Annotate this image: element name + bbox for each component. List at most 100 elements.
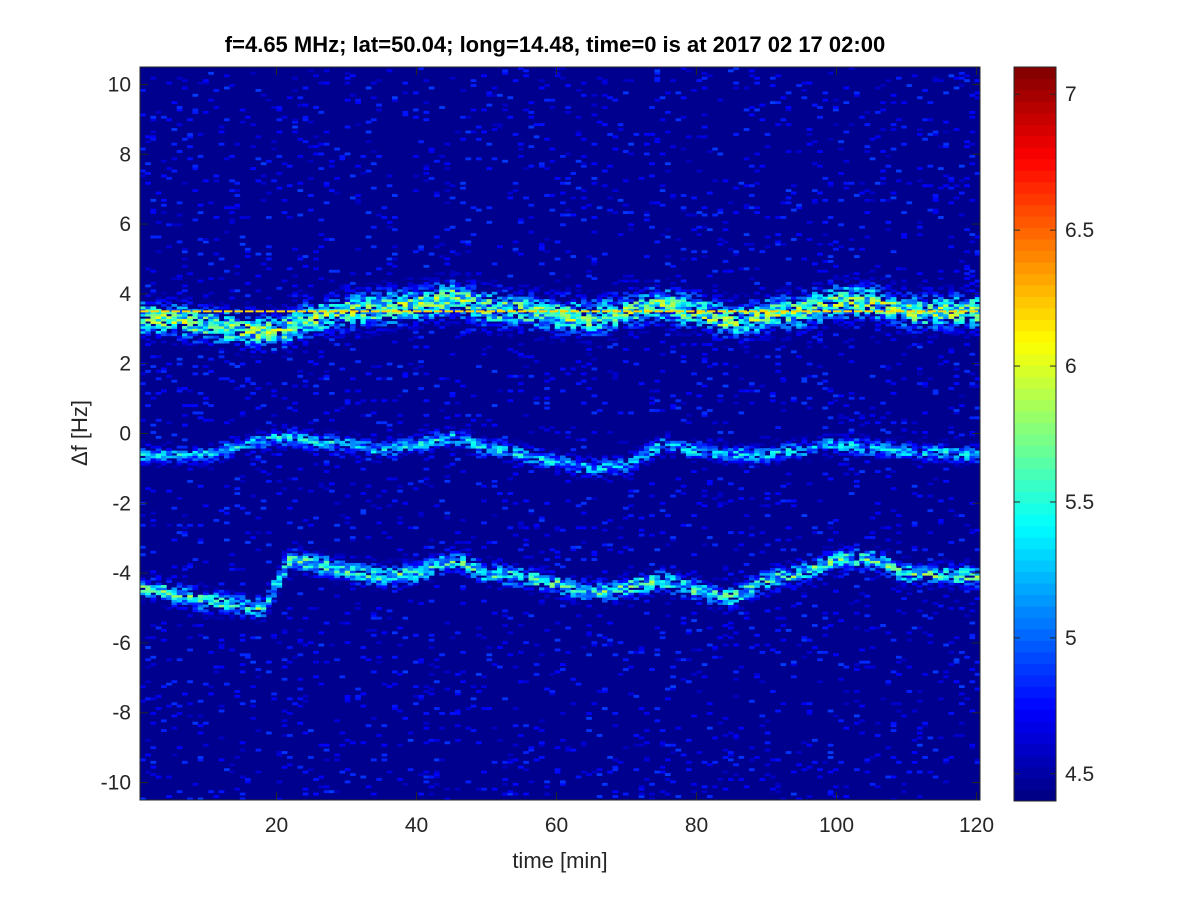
- heat-cell: [266, 330, 272, 334]
- heat-cell: [413, 308, 419, 312]
- heat-cell: [140, 453, 146, 456]
- heat-cell: [203, 504, 209, 508]
- heat-cell: [549, 308, 556, 312]
- heat-cell: [386, 330, 393, 334]
- heat-cell: [376, 301, 382, 305]
- heat-cell: [586, 340, 592, 344]
- heat-cell: [302, 343, 309, 346]
- heat-cell: [292, 125, 298, 129]
- heat-cell: [502, 159, 508, 163]
- heat-cell: [628, 330, 634, 334]
- heat-cell: [591, 321, 598, 324]
- heat-cell: [570, 580, 577, 583]
- heat-cell: [350, 526, 356, 530]
- heat-cell: [197, 313, 204, 317]
- heat-cell: [434, 435, 440, 439]
- heat-cell: [355, 445, 361, 449]
- heat-cell: [528, 294, 535, 298]
- heat-cell: [350, 582, 356, 586]
- heat-cell: [213, 795, 220, 798]
- heat-cell: [691, 304, 697, 307]
- heat-cell: [481, 565, 487, 569]
- heat-cell: [696, 670, 703, 674]
- heat-cell: [155, 191, 162, 195]
- heat-cell: [581, 743, 587, 747]
- heat-cell: [329, 643, 335, 647]
- heat-cell: [239, 599, 246, 603]
- heat-cell: [612, 313, 619, 317]
- heat-cell: [208, 321, 214, 324]
- heat-cell: [276, 440, 283, 444]
- heat-cell: [628, 304, 634, 307]
- heat-cell: [654, 140, 661, 144]
- heat-cell: [439, 440, 445, 444]
- heat-cell: [659, 308, 666, 312]
- heat-cell: [260, 606, 267, 610]
- heat-cell: [512, 584, 519, 588]
- heat-cell: [308, 284, 314, 288]
- heat-cell: [481, 572, 487, 576]
- heat-cell: [171, 465, 178, 469]
- heat-cell: [497, 304, 503, 307]
- heat-cell: [638, 325, 645, 329]
- heat-cell: [449, 453, 456, 456]
- heat-cell: [544, 577, 550, 581]
- heat-cell: [575, 592, 582, 596]
- heat-cell: [365, 299, 372, 302]
- heat-cell: [334, 582, 340, 586]
- heat-cell: [213, 88, 220, 92]
- heat-cell: [497, 284, 503, 288]
- heat-cell: [554, 770, 561, 774]
- heat-cell: [507, 296, 514, 300]
- heat-cell: [633, 306, 640, 310]
- heat-cell: [281, 438, 288, 442]
- heat-cell: [176, 277, 183, 280]
- heat-cell: [638, 176, 645, 180]
- heat-cell: [644, 323, 650, 327]
- heat-cell: [575, 584, 582, 588]
- heat-cell: [413, 445, 419, 449]
- heat-cell: [549, 460, 556, 464]
- heat-cell: [628, 692, 634, 696]
- heat-cell: [428, 443, 435, 447]
- heat-cell: [334, 577, 340, 581]
- heat-cell: [187, 301, 193, 305]
- heat-cell: [418, 291, 424, 295]
- heat-cell: [444, 687, 451, 691]
- heat-cell: [234, 338, 241, 342]
- heat-cell: [187, 118, 193, 122]
- heat-cell: [371, 186, 377, 190]
- heat-cell: [234, 787, 241, 791]
- heat-cell: [533, 308, 540, 312]
- heat-cell: [654, 448, 661, 451]
- heat-cell: [292, 130, 298, 134]
- heat-cell: [591, 431, 598, 434]
- heat-cell: [224, 350, 230, 354]
- heat-cell: [565, 333, 571, 337]
- heat-cell: [680, 360, 687, 364]
- heat-cell: [318, 316, 325, 320]
- heat-cell: [570, 748, 577, 752]
- heat-cell: [292, 423, 298, 427]
- heat-cell: [423, 79, 430, 83]
- heat-cell: [617, 279, 624, 283]
- heat-cell: [460, 428, 466, 432]
- heat-cell: [161, 174, 167, 178]
- heat-cell: [607, 316, 613, 320]
- heat-cell: [696, 211, 703, 214]
- heat-cell: [192, 597, 199, 601]
- heat-cell: [308, 729, 314, 732]
- heat-cell: [675, 440, 682, 444]
- heat-cell: [176, 338, 183, 342]
- heat-cell: [502, 614, 508, 618]
- heat-cell: [150, 137, 157, 141]
- heat-cell: [292, 318, 298, 322]
- heat-cell: [628, 286, 634, 290]
- heat-cell: [203, 592, 209, 596]
- heat-cell: [423, 316, 430, 320]
- heat-cell: [355, 443, 361, 447]
- heat-cell: [449, 712, 456, 715]
- heat-cell: [397, 672, 403, 676]
- heat-cell: [591, 394, 598, 398]
- heat-cell: [392, 282, 398, 285]
